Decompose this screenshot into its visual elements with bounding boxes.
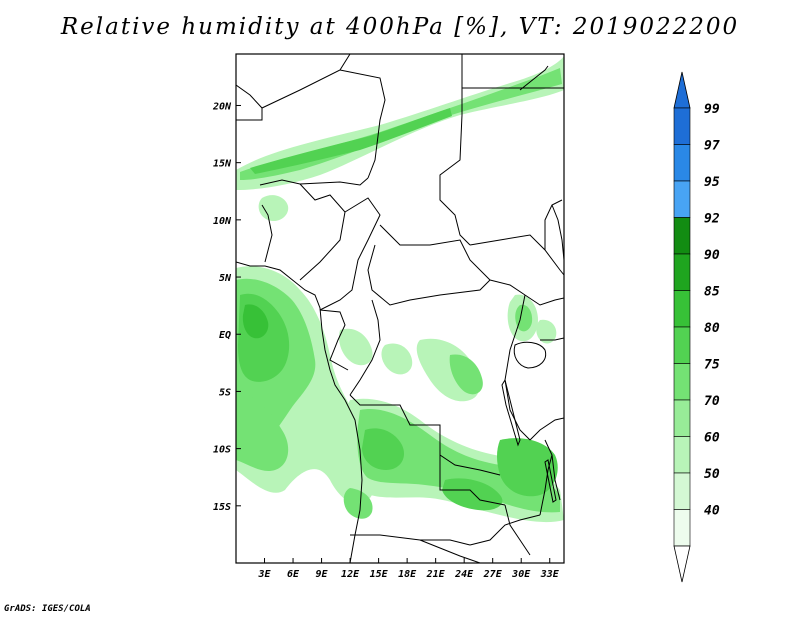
colorbar-swatch [673, 144, 691, 182]
humidity-congo-3 [339, 328, 373, 366]
humidity-south-tail [343, 488, 373, 519]
boundary-sudan-ethiopia [544, 199, 563, 250]
boundary-niger-chad [259, 177, 369, 186]
colorbar-swatch [673, 472, 691, 510]
colorbar-label: 85 [704, 285, 720, 300]
colorbar-bottom-arrow [673, 545, 691, 583]
boundary-west-coastline [236, 261, 363, 563]
humidity-spot-north [258, 195, 289, 222]
humidity-shading [236, 56, 564, 523]
boundary-algeria-niger [236, 54, 351, 121]
colorbar: 99 97 95 92 90 85 80 75 70 60 50 40 [673, 71, 720, 583]
humidity-southeast-core [497, 438, 558, 497]
lat-tick-label: EQ [219, 330, 231, 341]
humidity-west-core-2 [242, 304, 269, 339]
colorbar-label: 97 [704, 139, 720, 154]
colorbar-label: 70 [704, 394, 720, 409]
boundary-south-sudan [469, 234, 564, 296]
lat-tick-label: 10N [213, 216, 232, 227]
boundary-mozambique [504, 504, 531, 556]
colorbar-label: 92 [704, 212, 720, 227]
lon-tick-label: 21E [426, 569, 446, 580]
colorbar-label: 60 [704, 431, 720, 446]
lon-tick-label: 12E [341, 569, 360, 580]
boundary-congo-gabon [319, 309, 349, 371]
boundary-car [367, 224, 491, 306]
humidity-central-core [362, 428, 405, 470]
lon-tick-label: 30E [511, 569, 531, 580]
lat-tick-label: 15S [213, 502, 231, 513]
boundary-red-sea-coast [519, 65, 549, 91]
boundary-congo-drc [349, 299, 381, 396]
boundary-malawi [544, 439, 561, 501]
colorbar-swatch [673, 436, 691, 474]
boundary-ethiopia [551, 204, 564, 261]
lon-tick-label: 33E [540, 569, 560, 580]
humidity-east-patch-inner [515, 304, 533, 332]
colorbar-label: 99 [704, 102, 720, 117]
grads-credit: GrADS: IGES/COLA [4, 604, 91, 614]
boundary-cameroon [319, 197, 381, 311]
boundary-lake-tanganyika [501, 378, 521, 447]
boundary-lake-malawi [544, 459, 557, 503]
colorbar-swatch [673, 290, 691, 328]
humidity-east-small [536, 319, 557, 344]
lon-tick-label: 9E [316, 569, 329, 580]
boundary-zambia-south [469, 514, 541, 546]
colorbar-swatch [673, 107, 691, 145]
colorbar-top-arrow [673, 71, 691, 109]
map-frame [235, 53, 565, 564]
boundary-libya [339, 69, 386, 179]
boundary-lake-victoria [513, 341, 547, 369]
lon-tick-label: 24E [454, 569, 474, 580]
lat-tick-label: 5S [219, 387, 231, 398]
boundary-drc-angola [349, 394, 501, 476]
boundary-sahara-inner [236, 84, 263, 109]
chart-title: Relative humidity at 400hPa [%], VT: 201… [60, 14, 740, 40]
colorbar-label: 50 [704, 467, 720, 482]
colorbar-label: 40 [704, 504, 720, 519]
lon-tick-label: 18E [398, 569, 417, 580]
colorbar-swatch [673, 509, 691, 547]
boundary-tanzania [529, 417, 564, 516]
humidity-band-north-core [250, 108, 452, 174]
country-boundaries [236, 54, 564, 563]
boundary-chad-sudan [439, 88, 471, 246]
colorbar-label: 75 [704, 358, 720, 373]
axis-ticks: 20N 15N 10N 5N EQ 5S 10S 15S 3E 6E 9E 12E 15E 18E 21E 2… [212, 101, 560, 580]
lon-tick-label: 27E [483, 569, 503, 580]
colorbar-swatch [673, 180, 691, 218]
colorbar-swatch [673, 399, 691, 437]
lat-tick-label: 5N [219, 273, 232, 284]
humidity-congo-4 [381, 343, 413, 375]
lon-tick-label: 15E [370, 569, 389, 580]
lat-tick-label: 20N [212, 101, 232, 112]
colorbar-swatch [673, 326, 691, 364]
humidity-south-patch [442, 478, 503, 511]
colorbar-swatch [673, 363, 691, 401]
boundary-uganda-kenya [524, 294, 564, 341]
colorbar-label: 90 [704, 248, 720, 263]
colorbar-swatch [673, 217, 691, 255]
boundary-angola-zambia [439, 455, 506, 506]
lat-tick-label: 10S [213, 445, 231, 456]
humidity-west-south [236, 390, 289, 471]
boundary-botswana [419, 539, 481, 563]
boundary-angola-namibia [350, 534, 471, 546]
colorbar-label: 80 [704, 321, 720, 336]
lat-tick-label: 15N [213, 159, 232, 170]
humidity-congo-2 [449, 354, 483, 395]
lon-tick-label: 6E [287, 569, 300, 580]
lon-tick-label: 3E [257, 569, 271, 580]
colorbar-swatch [673, 253, 691, 291]
colorbar-label: 95 [704, 175, 720, 190]
